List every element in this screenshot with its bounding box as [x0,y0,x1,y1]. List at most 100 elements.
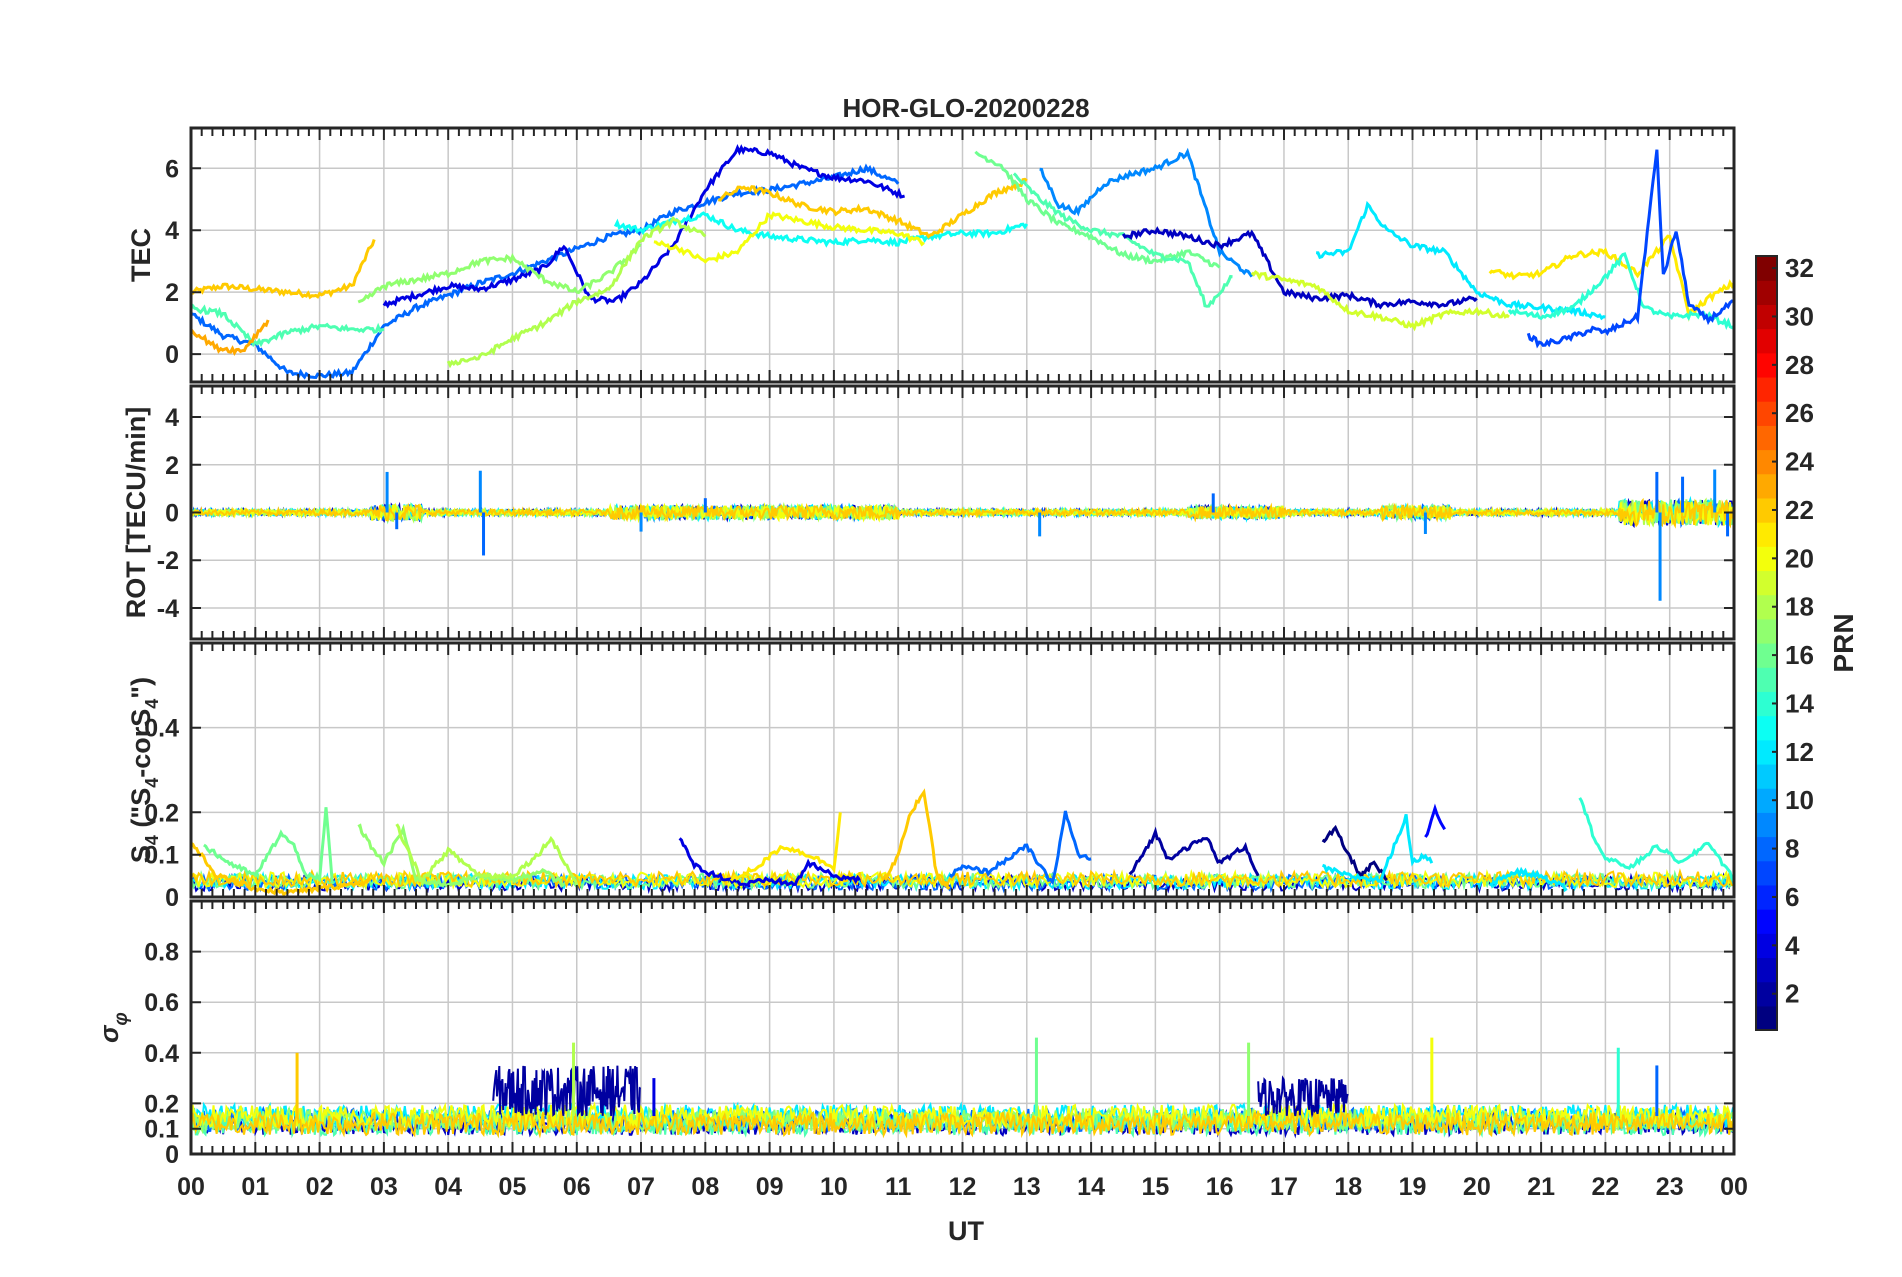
colorbar-label: PRN [1828,613,1859,672]
colorbar-segment [1756,836,1777,862]
colorbar-segment [1756,763,1777,789]
colorbar-frame [1755,255,1778,1031]
rot-y-tick-label: 2 [165,452,179,480]
colorbar-tick-label: 26 [1785,398,1814,428]
colorbar-segment [1756,546,1777,572]
s4-series-prn-4 [678,837,861,887]
x-tick-label: 07 [627,1173,655,1201]
s4-series-prn-17 [357,823,565,889]
rot-y-axis-label: ROT [TECU/min] [121,407,151,618]
x-tick-label: 05 [499,1173,527,1201]
colorbar-tick-label: 20 [1785,543,1814,573]
colorbar-tick-label: 18 [1785,592,1814,622]
sigma-y-tick-label: 0.1 [144,1116,179,1144]
s4-series-prn-1 [1321,824,1388,883]
s4-series-prn-22 [884,788,951,890]
colorbar-segment [1756,884,1777,910]
s4-series-prn-21 [729,812,842,882]
x-tick-label: 20 [1463,1173,1491,1201]
tec-series-prn-22 [191,239,376,300]
colorbar-segment [1756,304,1777,330]
tec-series-prn-21 [1488,234,1734,322]
sigma-series-prn-22 [191,1109,1734,1139]
rot-y-tick-label: 4 [165,404,179,432]
colorbar-tick-label: 10 [1785,785,1814,815]
x-tick-label: 18 [1334,1173,1362,1201]
sigma-y-tick-label: 0.6 [144,989,179,1017]
colorbar-segment [1756,425,1777,451]
x-tick-label: 06 [563,1173,591,1201]
x-tick-label: 15 [1141,1173,1169,1201]
colorbar-segment [1756,1005,1777,1031]
sigma-y-tick-label: 0.2 [144,1090,179,1118]
tec-series-prn-7 [1526,149,1734,349]
s4-y-tick-label: 0.2 [144,799,179,827]
sigma-y-tick-label: 0.8 [144,939,179,967]
colorbar-segment [1756,328,1777,354]
colorbar-segment [1756,401,1777,426]
colorbar-segment [1756,594,1777,620]
tec-series-prn-15 [191,303,385,348]
sigma-y-axis-label: σφ [94,1012,132,1043]
colorbar-segment [1756,981,1777,1007]
s4-y-tick-label: 0.1 [144,842,179,870]
x-tick-labels: 00 01 02 03 04 05 06 07 08 09 10 11 12 13 14 15 16 17 18 19… [177,1173,1748,1201]
x-tick-label: 21 [1527,1173,1555,1201]
s4-data [191,788,1734,897]
colorbar-tick-label: 8 [1785,834,1799,864]
s4-tick-marks [190,643,1735,898]
x-tick-label: 13 [1013,1173,1041,1201]
colorbar-tick-label: 22 [1785,495,1814,525]
x-tick-label: 00 [1720,1173,1748,1201]
tec-y-tick-label: 4 [165,217,179,245]
rot-y-tick-label: -2 [157,547,179,575]
sigma-burst-prn-2 [1257,1075,1349,1117]
s4-baseline-prn-22 [191,868,1734,890]
x-tick-label: 11 [885,1173,912,1201]
x-tick-label: 03 [370,1173,398,1201]
colorbar-segment [1756,643,1777,668]
colorbar-segment [1756,812,1777,838]
colorbar-tick-label: 28 [1785,350,1814,380]
colorbar-segment [1756,618,1777,644]
s4-series-prn-5 [1424,803,1446,838]
tec-series-prn-18 [446,216,707,369]
colorbar-segment [1756,473,1777,499]
sigma-y-tick-label: 0.4 [144,1040,179,1068]
colorbar-tick-label: 4 [1785,930,1800,960]
colorbar-segment [1756,933,1777,959]
x-tick-label: 17 [1270,1173,1298,1201]
tec-series-prn-4 [382,143,905,309]
tec-series-prn-19 [1250,270,1510,332]
panel-tec: 0 2 4 6 TEC [126,126,1736,384]
s4-series-prn-16 [203,807,334,885]
s4-y-tick-label: 0.4 [144,715,179,743]
x-tick-label: 04 [434,1173,462,1201]
colorbar-segment [1756,280,1777,305]
sigma-data [191,1037,1734,1139]
sigma-y-tick-label: 0 [165,1141,179,1169]
s4-series-prn-14 [1578,797,1734,882]
colorbar-segment [1756,860,1777,886]
colorbar-segment [1756,570,1777,596]
x-axis-label: UT [948,1216,984,1246]
x-tick-label: 16 [1206,1173,1234,1201]
colorbar-segment [1756,352,1777,378]
colorbar-segment [1756,788,1777,813]
colorbar-tick-label: 14 [1785,688,1814,718]
sigma-tick-marks [190,901,1735,1155]
tec-y-axis-label: TEC [126,228,156,282]
x-tick-label: 08 [691,1173,719,1201]
tec-series-prn-23 [191,319,270,356]
colorbar-segment [1756,691,1777,717]
s4-series-prn-12 [1488,866,1568,893]
s4-series-prn-2 [1128,826,1260,877]
colorbar-segment [1756,497,1777,523]
x-tick-label: 14 [1077,1173,1105,1201]
colorbar-tick-label: 30 [1785,301,1814,331]
colorbar-segment [1756,739,1777,765]
colorbar-tick-label: 6 [1785,882,1799,912]
